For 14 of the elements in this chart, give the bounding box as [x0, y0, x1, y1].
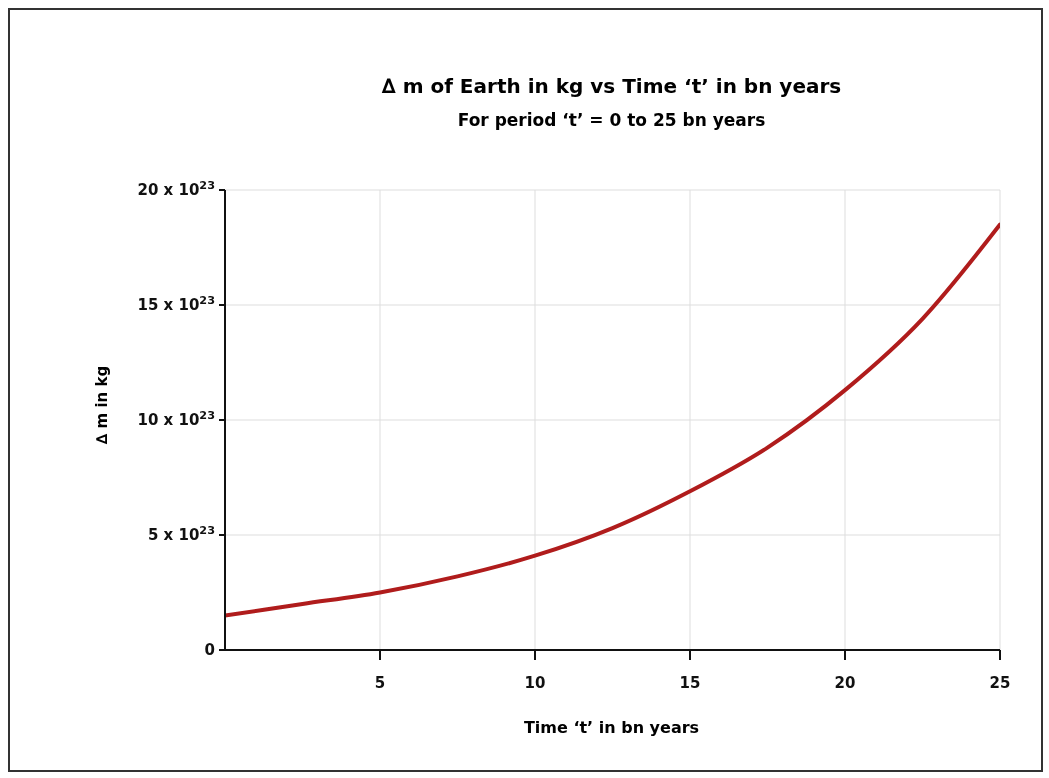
x-axis-title: Time ‘t’ in bn years [522, 718, 701, 737]
x-tick-label: 15 [679, 674, 701, 692]
chart-subtitle: For period ‘t’ = 0 to 25 bn years [456, 110, 767, 130]
y-axis-title: ∆ m in kg [93, 365, 111, 445]
x-tick-label: 5 [374, 674, 386, 692]
y-tick-label: 5 x 10$^{23}$ [147, 523, 215, 544]
y-tick-label: 10 x 10$^{23}$ [137, 408, 215, 429]
y-tick-label: 15 x 10$^{23}$ [137, 293, 215, 314]
x-tick-label: 20 [834, 674, 856, 692]
chart-title: ∆ m of Earth in kg vs Time ‘t’ in bn years [380, 74, 843, 98]
x-tick-label: 10 [524, 674, 546, 692]
x-tick-label: 25 [989, 674, 1011, 692]
y-tick-label: 0 [204, 641, 215, 659]
y-tick-label: 20 x 10$^{23}$ [137, 178, 215, 199]
